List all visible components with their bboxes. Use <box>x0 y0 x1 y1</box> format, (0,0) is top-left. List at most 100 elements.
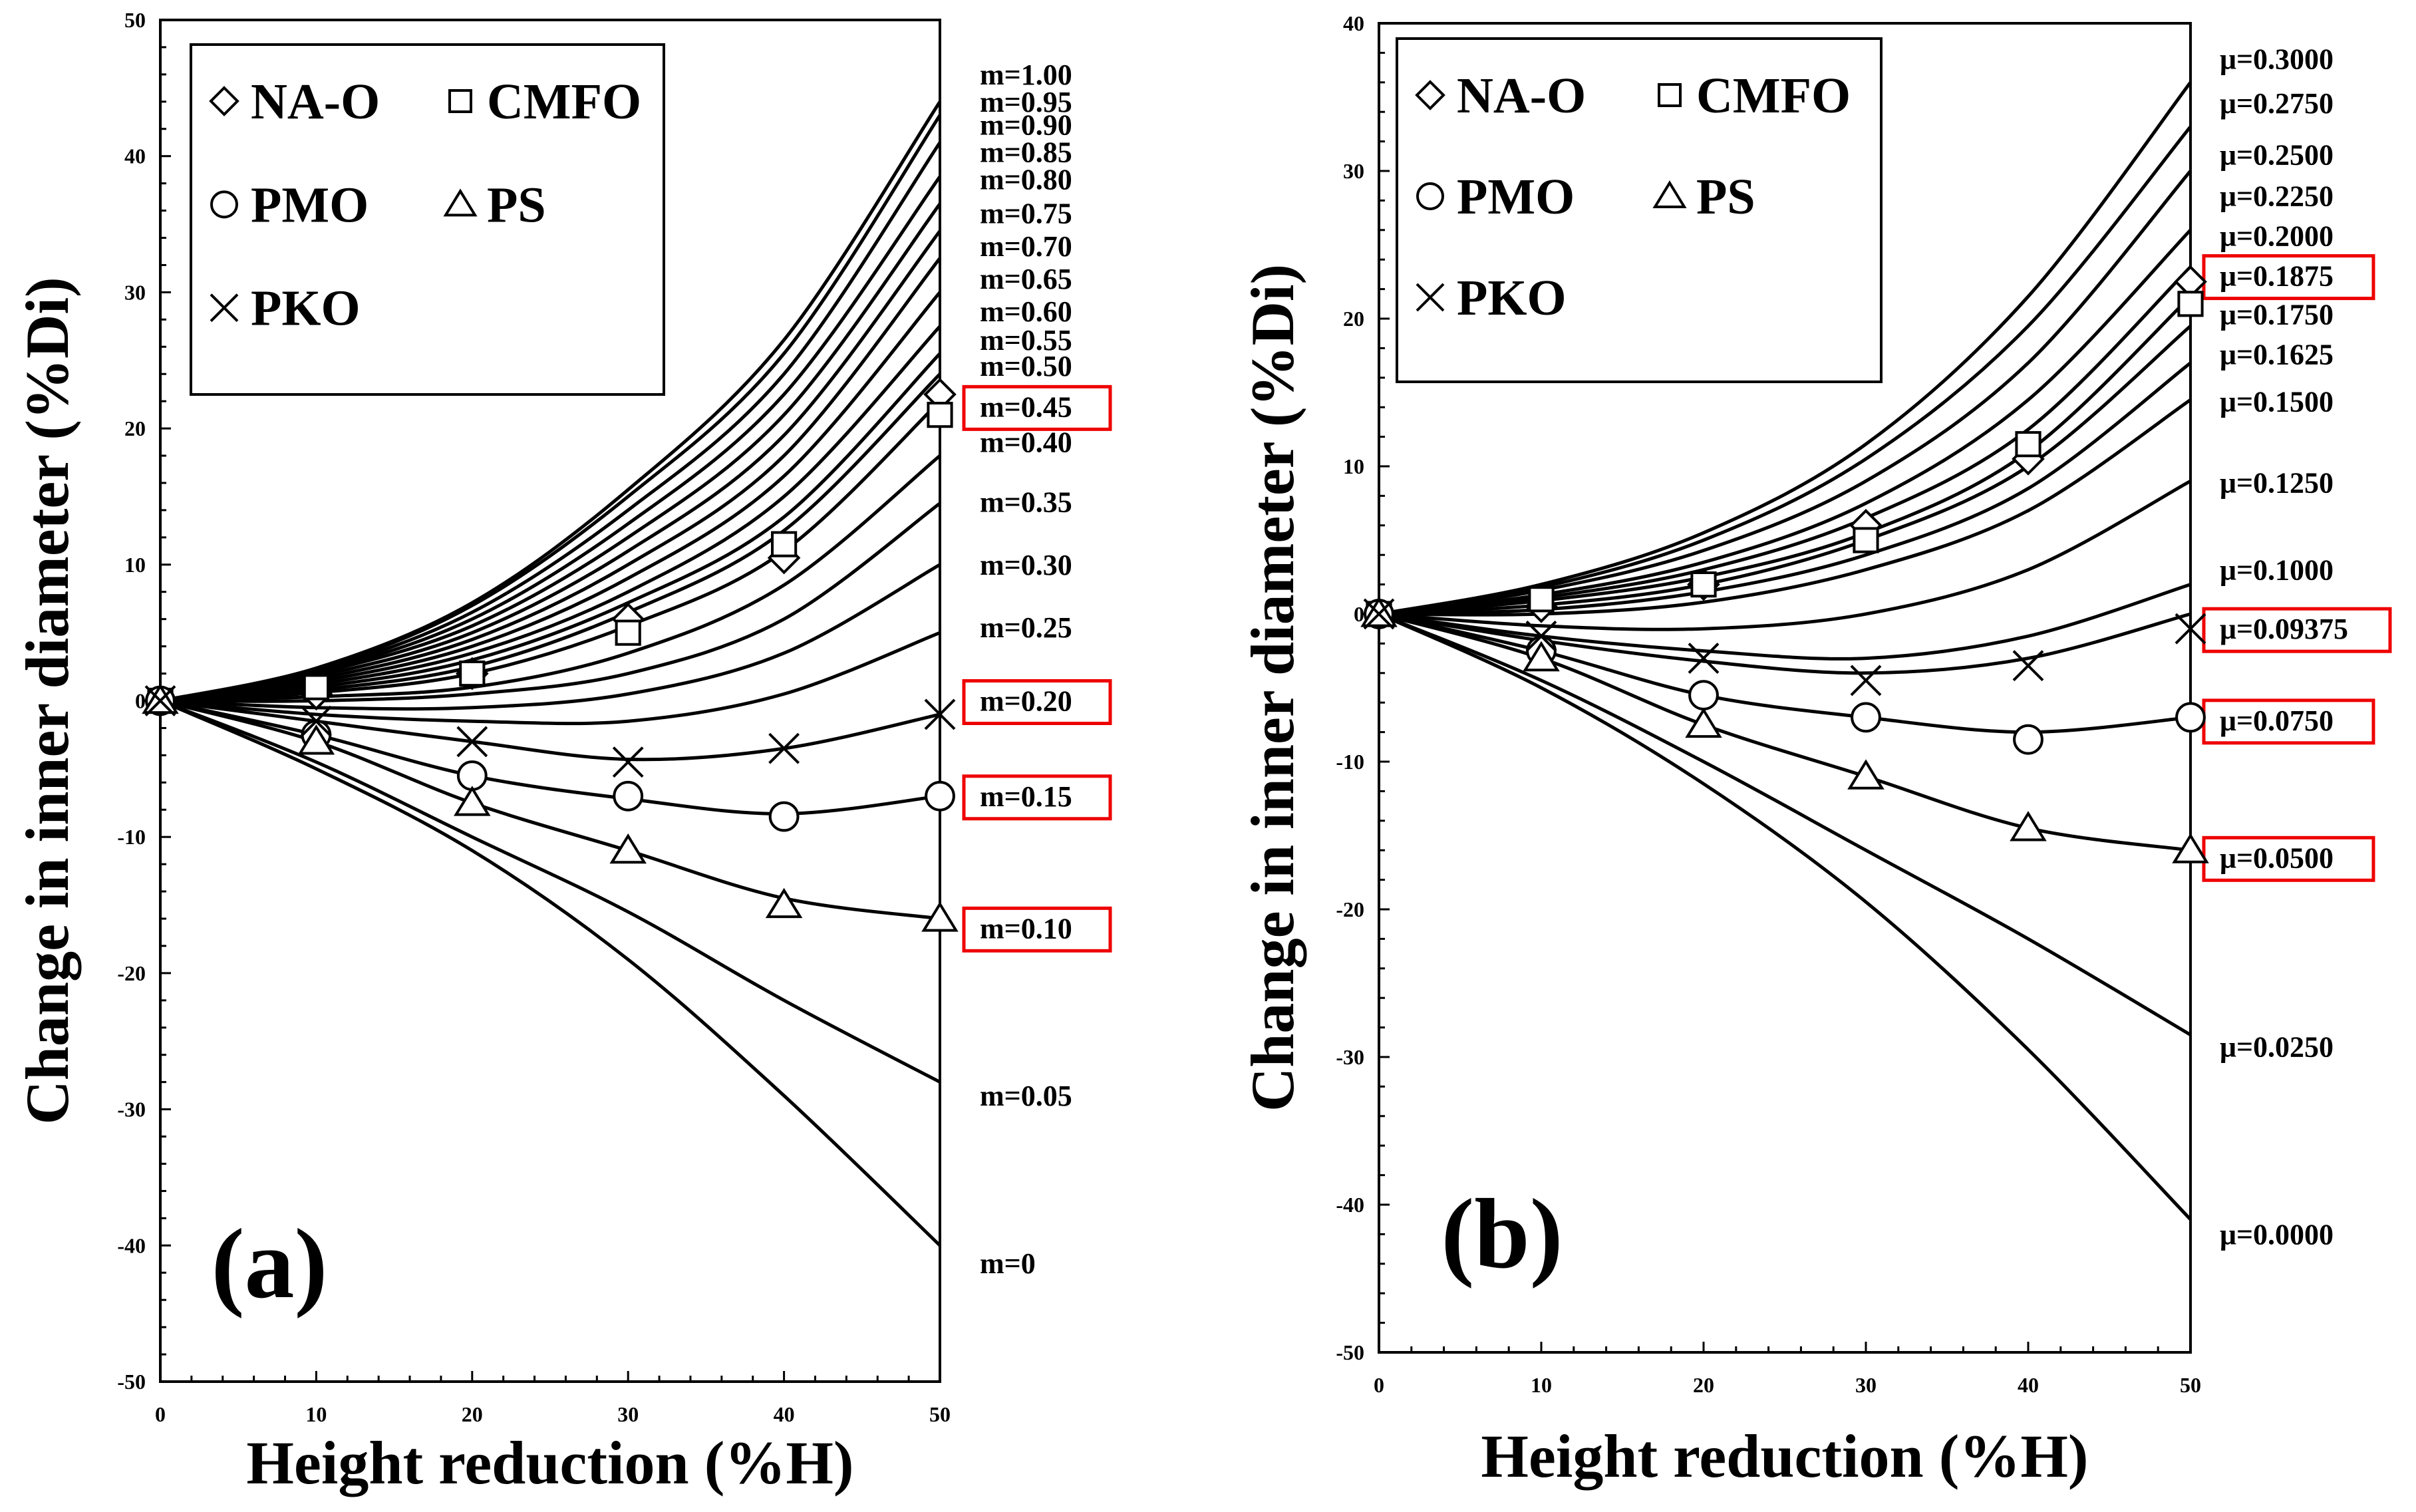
data-point-circle <box>456 760 488 791</box>
data-point-cross <box>768 732 800 764</box>
legend-triangle-icon <box>443 188 478 217</box>
legend-label: PS <box>487 177 546 233</box>
legend-label: NA-O <box>1457 68 1586 124</box>
curve-label: m=0.15 <box>980 780 1072 813</box>
curve-label: μ=0.1750 <box>2220 298 2334 331</box>
y-tick-label: 40 <box>124 144 146 168</box>
curve-label: m=0.10 <box>980 912 1072 945</box>
curve-label: m=0.55 <box>980 324 1072 357</box>
curve-line <box>160 631 941 726</box>
y-tick-label: 10 <box>1343 454 1364 478</box>
curve-line <box>160 325 941 702</box>
curve-line <box>1378 480 2192 631</box>
y-tick-label: -30 <box>1336 1045 1364 1069</box>
data-point-circle <box>1851 702 1881 733</box>
curve-label: m=0.70 <box>980 230 1072 263</box>
curve-label: μ=0.0500 <box>2220 841 2334 874</box>
y-tick-label: -10 <box>1336 750 1364 774</box>
x-tick-label: 40 <box>774 1402 795 1426</box>
y-tick-label: 0 <box>135 689 146 713</box>
curve-label: μ=0.2000 <box>2220 220 2334 253</box>
data-point-square <box>771 531 798 557</box>
curve-label: m=0.45 <box>980 390 1072 423</box>
x-tick-label: 20 <box>462 1402 483 1426</box>
highlight-box <box>962 774 1112 821</box>
data-point-triangle <box>921 901 959 932</box>
data-point-triangle <box>1523 641 1560 672</box>
x-tick-label: 10 <box>305 1402 327 1426</box>
curve-line <box>160 699 941 921</box>
y-tick-label: -50 <box>1336 1340 1364 1364</box>
data-point-cross <box>456 726 488 758</box>
plot-frame <box>1378 22 2192 1354</box>
y-tick-label: 40 <box>1343 11 1364 35</box>
data-point-circle <box>925 780 955 812</box>
legend-cross-icon <box>210 293 239 323</box>
curve-line <box>1378 612 2192 1221</box>
cross-stroke <box>612 746 644 778</box>
y-tick-label: -20 <box>117 961 146 985</box>
data-point-cross <box>924 698 956 730</box>
legend-label: PKO <box>1457 270 1567 326</box>
highlight-box <box>962 906 1112 953</box>
cross-stroke <box>144 685 176 716</box>
data-point-square <box>615 619 641 646</box>
curve-label: μ=0.1625 <box>2220 338 2334 371</box>
curve-label: μ=0.1000 <box>2220 553 2334 586</box>
x-tick-label: 40 <box>2018 1373 2039 1397</box>
x-tick-label: 10 <box>1531 1373 1552 1397</box>
legend-label: NA-O <box>251 74 380 130</box>
curve-label: m=0.20 <box>980 685 1072 718</box>
curve-label: m=0.25 <box>980 611 1072 644</box>
chart-panel-b: -50 -40 -30 -20 -10 0 10 20 30 40 0 10 20 30 40 50 Heigh… <box>1239 11 2392 1490</box>
panel-label: (b) <box>1441 1179 1563 1289</box>
x-tick-label: 50 <box>929 1402 951 1426</box>
curve-label: m=0.05 <box>980 1080 1072 1112</box>
curve-line <box>1378 583 2191 661</box>
cross-stroke <box>924 698 956 730</box>
y-tick-label: -20 <box>1336 897 1364 921</box>
x-tick-label: 20 <box>1693 1373 1714 1397</box>
data-point-square <box>303 674 329 700</box>
data-point-cross <box>1850 665 1882 696</box>
curve-label: μ=0.1250 <box>2220 466 2334 499</box>
legend: NA-O CMFO PMO PS PKO <box>1396 37 1883 383</box>
x-tick-label: 50 <box>2180 1373 2201 1397</box>
highlight-box <box>962 679 1112 725</box>
curve-label: μ=0.2750 <box>2220 87 2334 120</box>
data-point-triangle <box>2010 811 2047 841</box>
data-point-cross <box>612 746 644 778</box>
legend-square-icon <box>448 89 472 113</box>
y-tick-label: -10 <box>117 825 146 849</box>
cross-stroke <box>2012 650 2044 682</box>
legend-square-icon <box>1658 83 1682 107</box>
curve-line <box>1378 398 2192 617</box>
data-point-cross <box>1525 620 1557 652</box>
legend-diamond-icon <box>1415 80 1445 110</box>
data-point-cross <box>2012 650 2044 682</box>
legend-label: PMO <box>251 177 369 233</box>
data-point-circle <box>1688 680 1719 710</box>
highlight-box <box>2202 607 2392 653</box>
legend-triangle-icon <box>1652 180 1687 208</box>
cross-stroke <box>1688 643 1720 675</box>
curve-label: m=0.40 <box>980 426 1072 459</box>
legend-label: PKO <box>251 281 361 337</box>
curve-label: m=0.85 <box>980 136 1072 169</box>
curve-line <box>1378 612 2191 734</box>
data-point-cross <box>1688 643 1720 675</box>
curve-line <box>159 699 941 1247</box>
curve-line <box>160 563 941 711</box>
chart-panel-a: -50 -40 -30 -20 -10 0 10 20 30 40 50 0 10 20 30 40 50 Hei… <box>13 8 1112 1497</box>
curve-line <box>160 699 941 816</box>
curve-label: m=0.90 <box>980 109 1072 142</box>
curve-label: m=0.60 <box>980 295 1072 328</box>
curve-line <box>160 502 941 703</box>
y-tick-label: -40 <box>1336 1193 1364 1217</box>
data-point-triangle <box>2172 833 2209 863</box>
x-tick-label: 30 <box>1855 1373 1877 1397</box>
curve-label: m=0.35 <box>980 486 1072 519</box>
y-axis-title: Change in inner diameter (%Di) <box>1239 264 1306 1112</box>
y-tick-label: 10 <box>124 553 146 577</box>
x-axis-title: Height reduction (%H) <box>246 1429 853 1497</box>
